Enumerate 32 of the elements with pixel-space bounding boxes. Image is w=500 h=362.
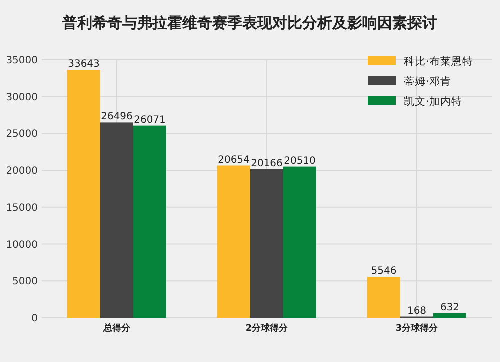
x-tick-label: 3分球得分 <box>396 323 440 334</box>
data-label: 632 <box>440 302 460 314</box>
bar <box>434 313 466 318</box>
y-tick-label: 5000 <box>12 276 38 288</box>
bar <box>68 70 100 318</box>
data-label: 26496 <box>101 112 133 123</box>
data-label: 20654 <box>218 154 250 166</box>
bar <box>218 166 250 318</box>
y-tick-label: 35000 <box>6 56 38 66</box>
y-tick-label: 25000 <box>6 129 38 140</box>
x-tick-label: 2分球得分 <box>246 323 290 334</box>
data-label: 5546 <box>371 266 397 278</box>
y-tick-label: 0 <box>32 314 38 324</box>
y-tick-label: 15000 <box>6 202 38 214</box>
data-label: 168 <box>407 306 427 317</box>
data-label: 20510 <box>284 156 316 167</box>
bar <box>100 122 134 318</box>
legend-label: 凯文·加内特 <box>404 95 462 108</box>
legend-label: 科比·布莱恩特 <box>404 55 474 68</box>
y-tick-label: 10000 <box>6 240 38 251</box>
bar <box>368 277 400 318</box>
chart-title: 普利希奇与弗拉霍维奇赛季表现对比分析及影响因素探讨 <box>62 14 438 32</box>
data-label: 26071 <box>134 114 166 126</box>
y-tick-label: 20000 <box>6 166 38 178</box>
legend-label: 蒂姆·邓肯 <box>404 75 452 88</box>
bar <box>284 166 316 318</box>
data-label: 20166 <box>251 158 283 170</box>
y-tick-label: 30000 <box>6 92 38 104</box>
x-tick-label: 总得分 <box>102 323 132 334</box>
bar <box>250 169 284 318</box>
data-label: 33643 <box>68 59 100 70</box>
bar <box>134 126 166 318</box>
